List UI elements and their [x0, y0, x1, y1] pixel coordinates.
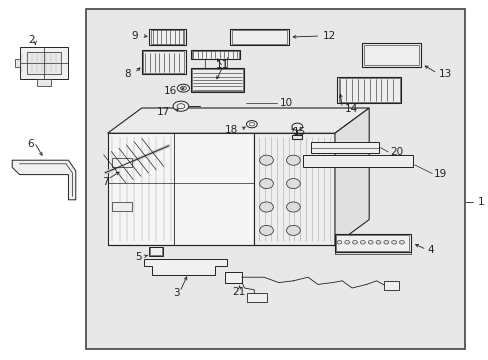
Text: 5: 5 — [135, 252, 142, 262]
Bar — [338, 78, 399, 102]
Circle shape — [375, 240, 380, 244]
Bar — [337, 77, 400, 103]
Polygon shape — [107, 133, 254, 245]
Bar — [112, 202, 132, 211]
Polygon shape — [12, 160, 76, 200]
Text: 12: 12 — [322, 31, 335, 41]
Text: 14: 14 — [344, 104, 357, 114]
Bar — [334, 234, 410, 252]
Bar — [336, 235, 408, 251]
Circle shape — [286, 202, 300, 212]
Bar — [149, 29, 185, 45]
Text: 17: 17 — [157, 107, 170, 117]
Circle shape — [286, 179, 300, 189]
Bar — [112, 158, 132, 167]
Text: 7: 7 — [102, 177, 108, 187]
Polygon shape — [107, 108, 368, 133]
Circle shape — [391, 240, 396, 244]
Polygon shape — [15, 59, 20, 67]
Circle shape — [352, 240, 357, 244]
Bar — [85, 9, 464, 349]
Text: 2: 2 — [28, 35, 35, 45]
Text: 6: 6 — [27, 139, 34, 149]
Text: 20: 20 — [389, 147, 403, 157]
Bar — [27, 52, 61, 74]
Ellipse shape — [291, 123, 302, 130]
Text: 19: 19 — [433, 168, 447, 179]
Bar — [383, 281, 398, 290]
Circle shape — [259, 202, 273, 212]
Text: 9: 9 — [131, 31, 138, 41]
Text: 18: 18 — [224, 125, 238, 135]
Text: 1: 1 — [477, 197, 484, 207]
Ellipse shape — [173, 101, 188, 111]
Polygon shape — [334, 108, 368, 245]
Bar — [149, 247, 163, 256]
Bar — [20, 47, 68, 79]
Polygon shape — [254, 133, 334, 245]
Bar — [190, 50, 239, 59]
Bar — [231, 30, 286, 44]
Bar — [229, 29, 288, 45]
Bar — [246, 293, 266, 302]
Polygon shape — [144, 259, 227, 275]
Circle shape — [344, 240, 349, 244]
Circle shape — [286, 155, 300, 165]
Circle shape — [259, 155, 273, 165]
Text: 15: 15 — [292, 127, 305, 137]
Circle shape — [286, 225, 300, 235]
Text: 10: 10 — [279, 98, 292, 108]
Bar — [191, 51, 238, 59]
Polygon shape — [303, 155, 412, 167]
Circle shape — [399, 240, 404, 244]
Bar — [142, 50, 185, 74]
Ellipse shape — [246, 121, 257, 128]
Bar — [143, 51, 184, 73]
Text: 3: 3 — [172, 288, 179, 298]
Bar — [190, 68, 244, 92]
Bar — [361, 43, 420, 67]
Bar — [150, 30, 184, 44]
Ellipse shape — [177, 84, 189, 92]
Circle shape — [259, 225, 273, 235]
Polygon shape — [37, 79, 51, 86]
Text: 16: 16 — [163, 86, 177, 96]
Text: 21: 21 — [231, 287, 245, 297]
Circle shape — [336, 240, 341, 244]
Bar — [224, 272, 242, 283]
Polygon shape — [310, 142, 378, 153]
Bar — [292, 135, 302, 139]
Circle shape — [259, 179, 273, 189]
Circle shape — [360, 240, 365, 244]
Circle shape — [367, 240, 372, 244]
Circle shape — [383, 240, 388, 244]
Text: 4: 4 — [427, 245, 434, 255]
Bar — [363, 45, 418, 65]
Bar — [150, 247, 162, 255]
Text: 11: 11 — [215, 60, 229, 70]
Bar — [192, 69, 243, 91]
Text: 13: 13 — [438, 69, 451, 79]
Text: 8: 8 — [124, 69, 131, 79]
